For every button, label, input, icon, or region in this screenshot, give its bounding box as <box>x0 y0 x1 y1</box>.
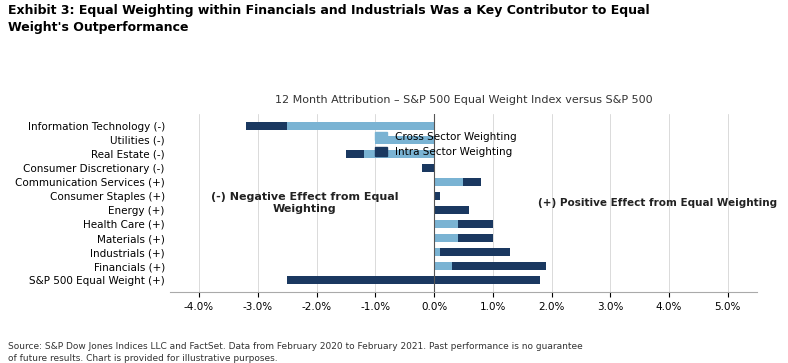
Text: Exhibit 3: Equal Weighting within Financials and Industrials Was a Key Contribut: Exhibit 3: Equal Weighting within Financ… <box>8 4 649 34</box>
Bar <box>422 164 434 172</box>
Bar <box>434 192 440 200</box>
Bar <box>434 178 463 186</box>
Bar <box>434 206 470 214</box>
Text: (+) Positive Effect from Equal Weighting: (+) Positive Effect from Equal Weighting <box>537 198 777 208</box>
Bar <box>287 276 434 284</box>
Bar <box>434 248 440 256</box>
Bar <box>287 276 540 284</box>
Bar <box>422 164 434 172</box>
Legend: Cross Sector Weighting, Intra Sector Weighting: Cross Sector Weighting, Intra Sector Wei… <box>374 132 517 157</box>
Bar <box>246 122 287 130</box>
Bar <box>434 262 452 270</box>
Bar <box>440 248 511 256</box>
Text: Source: S&P Dow Jones Indices LLC and FactSet. Data from February 2020 to Februa: Source: S&P Dow Jones Indices LLC and Fa… <box>8 342 582 363</box>
Bar <box>346 150 434 158</box>
Text: (-) Negative Effect from Equal
Weighting: (-) Negative Effect from Equal Weighting <box>211 192 399 214</box>
Bar <box>434 234 458 242</box>
Bar <box>434 220 458 228</box>
Bar <box>287 122 434 130</box>
Bar <box>452 262 546 270</box>
Bar <box>346 150 363 158</box>
Title: 12 Month Attribution – S&P 500 Equal Weight Index versus S&P 500: 12 Month Attribution – S&P 500 Equal Wei… <box>275 95 652 105</box>
Bar <box>458 220 492 228</box>
Bar <box>458 234 492 242</box>
Bar <box>463 178 481 186</box>
Bar <box>375 136 434 144</box>
